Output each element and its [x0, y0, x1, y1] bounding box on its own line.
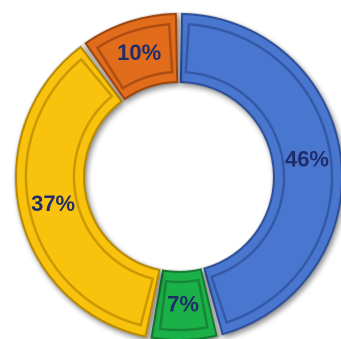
donut-slices — [15, 13, 341, 339]
donut-slice-label-2: 37% — [31, 191, 75, 216]
donut-slice-3 — [84, 13, 179, 101]
donut-slice-bevel-3 — [95, 22, 174, 90]
donut-slice-bevel-1 — [158, 278, 209, 332]
donut-slice-bevel-0 — [184, 22, 334, 325]
donut-labels: 46% 7% 37% 10% — [31, 40, 329, 317]
donut-slice-label-1: 7% — [167, 292, 199, 317]
donut-slice-label-0: 46% — [285, 147, 329, 172]
donut-slice-0 — [179, 13, 341, 336]
donut-slice-label-3: 10% — [117, 40, 161, 65]
donut-slice-bevel-2 — [24, 57, 155, 327]
